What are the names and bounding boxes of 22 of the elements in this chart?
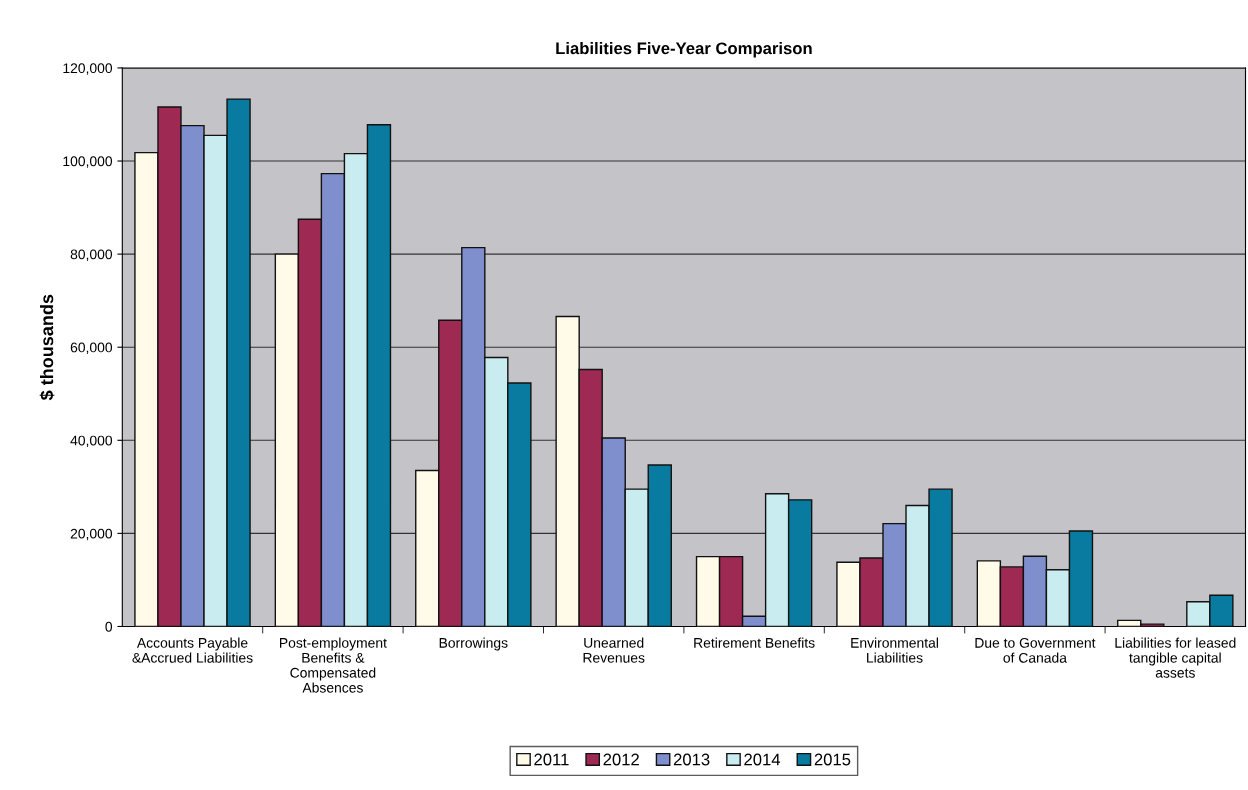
x-tick-label: Retirement Benefits [694, 637, 815, 648]
y-tick-label: 40,000 [70, 435, 113, 448]
x-tick-label: Liabilities for leased tangible capital assets [1115, 637, 1236, 678]
y-tick-label: 100,000 [63, 156, 113, 168]
y-tick-label: 0 [105, 621, 113, 632]
x-tick-label: Environmental Liabilities [851, 637, 938, 663]
y-tick-label: 60,000 [70, 342, 113, 355]
chart-title: Liabilities Five-Year Comparison [556, 41, 812, 58]
x-tick-label: Borrowings [439, 637, 508, 651]
y-axis-title: $ thousands [39, 294, 55, 401]
x-tick-label: Accounts Payable &Accrued Liabilities [132, 637, 253, 663]
legend-label: 2014 [744, 753, 781, 766]
legend-label: 2011 [534, 753, 569, 766]
legend-label: 2012 [603, 753, 639, 766]
legend-label: 2015 [814, 753, 851, 766]
y-tick-label: 80,000 [70, 249, 113, 261]
y-tick-label: 120,000 [63, 63, 113, 75]
x-tick-label: Due to Government of Canada [975, 637, 1096, 663]
legend-label: 2013 [673, 753, 710, 766]
x-tick-label: Post-employment Benefits & Compensated Absences [280, 637, 387, 693]
y-tick-label: 20,000 [70, 528, 113, 541]
x-tick-label: Unearned Revenues [583, 637, 645, 663]
